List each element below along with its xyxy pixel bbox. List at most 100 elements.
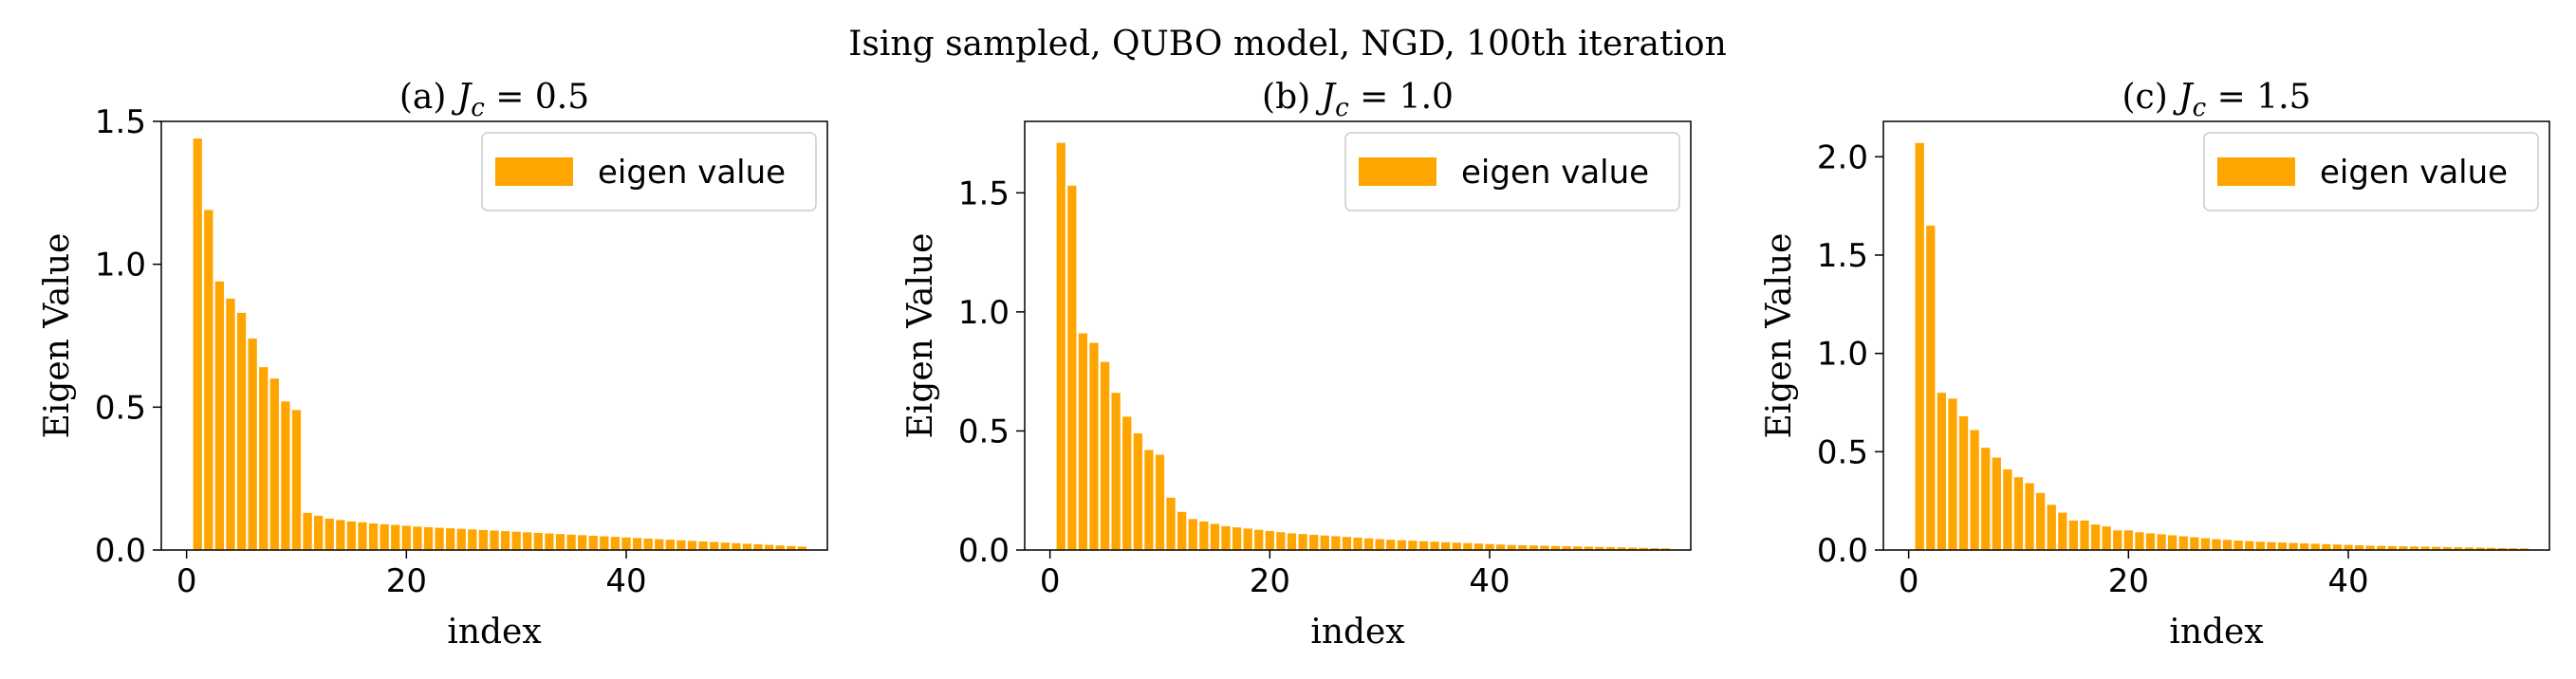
bar-a-22 <box>423 526 434 550</box>
bar-a-40 <box>621 537 631 550</box>
bar-c-2 <box>1926 225 1936 550</box>
bar-c-33 <box>2267 541 2276 550</box>
panel-title-rest-b: = 1.0 <box>1349 78 1454 117</box>
x-tick-label-b-40: 40 <box>1469 562 1510 600</box>
axes-frame-b <box>1024 120 1692 551</box>
y-tick-label-a-0.5: 0.5 <box>95 389 146 427</box>
panels: 0 20 40 0.0 0.5 1.0 1.5 index Eigen Value (a) Jc … <box>38 78 2550 651</box>
x-tick-label-a-0: 0 <box>176 562 197 600</box>
x-tick-label-b-20: 20 <box>1250 562 1290 600</box>
y-tick-label-c-2.0: 2.0 <box>1817 138 1868 176</box>
bar-b-36 <box>1441 541 1451 550</box>
bar-b-15 <box>1210 523 1220 550</box>
panel-title-sub-b: c <box>1335 94 1349 122</box>
bar-a-19 <box>391 524 400 550</box>
bar-b-18 <box>1243 528 1252 550</box>
bar-c-6 <box>1970 430 1979 550</box>
bar-c-38 <box>2322 543 2331 550</box>
bar-b-14 <box>1199 521 1209 550</box>
bar-c-42 <box>2365 545 2375 550</box>
chart-panel-b: 0 20 40 0.0 0.5 1.0 1.5 index Eigen Value (b) Jc … <box>901 78 1692 651</box>
bar-b-28 <box>1353 537 1362 550</box>
bar-a-45 <box>676 540 686 550</box>
bar-a-4 <box>226 298 235 550</box>
x-axis-label-b: index <box>1310 613 1404 651</box>
bar-a-17 <box>368 523 379 550</box>
x-axis-label-c: index <box>2169 613 2263 651</box>
bar-b-47 <box>1562 545 1571 550</box>
bar-a-10 <box>291 410 302 550</box>
bar-b-35 <box>1430 541 1439 550</box>
bar-b-50 <box>1595 546 1604 550</box>
legend-swatch-b <box>1359 157 1436 186</box>
bar-c-46 <box>2409 546 2419 550</box>
bar-c-43 <box>2377 545 2386 550</box>
bar-b-37 <box>1452 542 1461 550</box>
panel-title-c: (c) Jc = 1.5 <box>2122 78 2310 122</box>
axes-frame-c <box>1882 120 2550 551</box>
bar-a-18 <box>380 523 389 550</box>
bar-b-5 <box>1100 361 1110 550</box>
legend-label-a: eigen value <box>598 154 786 192</box>
bar-b-54 <box>1639 547 1648 550</box>
legend-swatch-a <box>495 157 573 186</box>
y-axis-label-a: Eigen Value <box>38 233 77 439</box>
bar-a-54 <box>775 545 785 550</box>
bar-c-17 <box>2090 524 2101 550</box>
panel-title-a: (a) Jc = 0.5 <box>399 78 589 122</box>
bar-a-25 <box>456 528 466 550</box>
bar-b-27 <box>1342 537 1352 550</box>
bar-c-39 <box>2332 544 2343 550</box>
bar-c-34 <box>2277 542 2288 550</box>
bar-a-42 <box>643 538 653 550</box>
bar-c-47 <box>2420 546 2430 550</box>
bar-c-14 <box>2058 512 2067 550</box>
x-tick-label-a-20: 20 <box>386 562 427 600</box>
bar-a-26 <box>468 529 477 550</box>
bar-c-15 <box>2068 520 2079 550</box>
bar-c-24 <box>2168 535 2178 550</box>
bar-b-38 <box>1463 542 1473 550</box>
bar-c-12 <box>2036 492 2046 550</box>
bar-b-42 <box>1507 544 1516 550</box>
bar-a-8 <box>269 378 279 550</box>
y-tick-label-b-1.0: 1.0 <box>958 294 1010 332</box>
bar-a-11 <box>303 512 312 550</box>
bar-a-30 <box>511 531 521 550</box>
bar-c-3 <box>1937 393 1947 550</box>
bar-a-12 <box>314 515 324 550</box>
bar-c-36 <box>2300 542 2309 550</box>
bar-a-51 <box>742 543 752 550</box>
bar-c-21 <box>2135 532 2144 550</box>
y-axis-label-c: Eigen Value <box>1760 233 1799 439</box>
bar-b-32 <box>1397 540 1406 550</box>
bar-b-44 <box>1529 545 1538 550</box>
bar-b-17 <box>1232 527 1242 550</box>
bar-b-43 <box>1518 544 1528 550</box>
bar-b-52 <box>1617 547 1626 550</box>
bar-c-1 <box>1915 142 1924 550</box>
panel-title-rest-c: = 1.5 <box>2206 78 2310 117</box>
bar-a-15 <box>346 521 357 550</box>
bar-c-27 <box>2200 538 2211 550</box>
chart-panel-c: 0 20 40 0.0 0.5 1.0 1.5 2.0 index Eigen Value (c) … <box>1760 78 2550 651</box>
bar-b-2 <box>1067 185 1077 551</box>
bar-a-24 <box>446 528 455 550</box>
bar-a-50 <box>732 542 741 550</box>
figure-suptitle: Ising sampled, QUBO model, NGD, 100th it… <box>848 25 1727 64</box>
bar-b-49 <box>1584 546 1593 550</box>
bar-a-49 <box>720 542 730 550</box>
bar-b-33 <box>1408 541 1418 550</box>
y-tick-label-b-0.0: 0.0 <box>958 532 1010 570</box>
bar-c-37 <box>2310 543 2320 550</box>
bar-a-3 <box>214 281 225 550</box>
bar-b-12 <box>1177 511 1187 550</box>
bar-b-34 <box>1418 541 1429 550</box>
y-tick-label-c-1.0: 1.0 <box>1817 336 1868 374</box>
legend-label-b: eigen value <box>1461 154 1649 192</box>
bar-c-4 <box>1948 398 1957 550</box>
y-axis-label-b: Eigen Value <box>901 233 940 439</box>
bar-c-11 <box>2025 483 2034 550</box>
bar-a-37 <box>588 535 598 550</box>
legend-swatch-c <box>2217 157 2295 186</box>
